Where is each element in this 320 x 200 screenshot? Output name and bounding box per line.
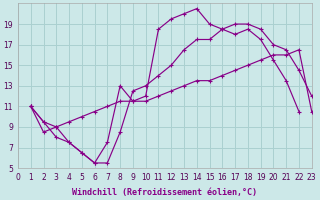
X-axis label: Windchill (Refroidissement éolien,°C): Windchill (Refroidissement éolien,°C) (72, 188, 257, 197)
